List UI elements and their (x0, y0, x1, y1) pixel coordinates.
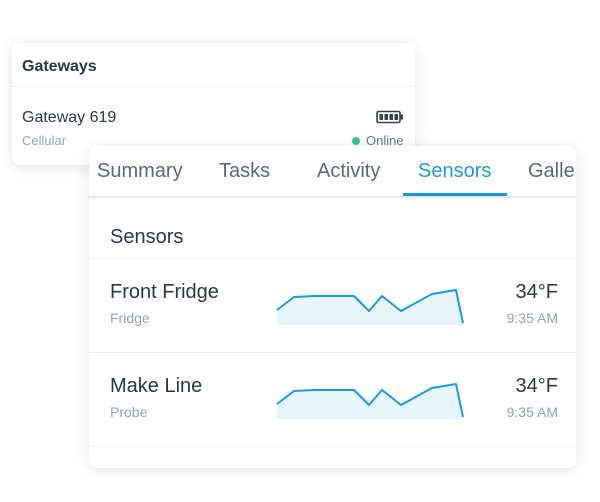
gateway-type: Cellular (22, 133, 67, 148)
sensor-row[interactable]: Front Fridge Fridge 34°F 9:35 AM (89, 259, 576, 353)
tab-bar: Summary Tasks Activity Sensors Galle (89, 146, 576, 198)
active-tab-indicator (403, 193, 507, 196)
divider (12, 86, 415, 87)
sensor-detail-card: Summary Tasks Activity Sensors Galle Sen… (89, 146, 576, 468)
sensor-type: Probe (110, 404, 148, 420)
temperature-sparkline (276, 383, 464, 419)
gateways-title: Gateways (22, 58, 97, 75)
tab-sensors[interactable]: Sensors (418, 160, 492, 182)
sensor-type: Fridge (110, 310, 150, 326)
gateway-name[interactable]: Gateway 619 (22, 109, 117, 126)
tab-activity[interactable]: Activity (317, 160, 381, 182)
sensor-row[interactable]: Make Line Probe 34°F 9:35 AM (89, 353, 576, 447)
sensors-section-title: Sensors (110, 226, 184, 248)
divider (89, 352, 576, 353)
tab-tasks[interactable]: Tasks (219, 160, 271, 182)
sensor-temperature: 34°F (515, 375, 558, 397)
online-status-dot (352, 136, 360, 145)
gateways-card: Gateways Gateway 619 Cellular Online (12, 43, 415, 165)
divider (89, 258, 576, 259)
sensor-name: Make Line (110, 375, 203, 397)
tab-gallery[interactable]: Galle (528, 160, 575, 182)
gateway-status: Online (352, 133, 404, 148)
divider (89, 446, 576, 447)
battery-full-icon (376, 110, 404, 129)
sensor-timestamp: 9:35 AM (506, 310, 558, 326)
gateway-status-label: Online (366, 133, 404, 148)
temperature-sparkline (276, 289, 464, 325)
sensor-temperature: 34°F (515, 281, 558, 303)
sensor-name: Front Fridge (110, 281, 219, 303)
tab-summary[interactable]: Summary (97, 160, 183, 182)
sensor-timestamp: 9:35 AM (506, 404, 558, 420)
